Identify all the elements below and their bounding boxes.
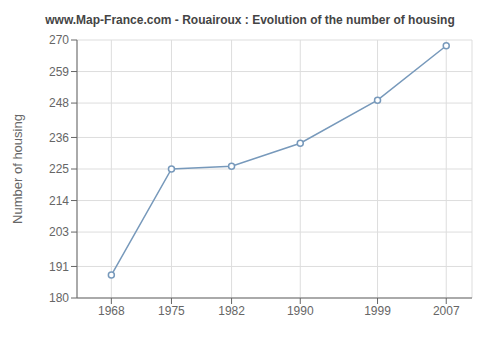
svg-text:1968: 1968 bbox=[98, 304, 125, 318]
svg-text:214: 214 bbox=[49, 194, 69, 208]
html-text:www.Map-France.com - Rouairoux: www.Map-France.com - Rouairoux : Evoluti… bbox=[45, 13, 455, 27]
svg-text:248: 248 bbox=[49, 96, 69, 110]
svg-text:2007: 2007 bbox=[433, 304, 460, 318]
svg-text:270: 270 bbox=[49, 33, 69, 47]
svg-text:Number of housing: Number of housing bbox=[10, 114, 25, 224]
svg-text:180: 180 bbox=[49, 291, 69, 305]
svg-text:203: 203 bbox=[49, 225, 69, 239]
svg-text:225: 225 bbox=[49, 162, 69, 176]
svg-text:236: 236 bbox=[49, 131, 69, 145]
svg-text:1990: 1990 bbox=[287, 304, 314, 318]
svg-text:1999: 1999 bbox=[364, 304, 391, 318]
svg-text:1975: 1975 bbox=[158, 304, 185, 318]
svg-text:1982: 1982 bbox=[218, 304, 245, 318]
svg-text:191: 191 bbox=[49, 260, 69, 274]
svg-text:259: 259 bbox=[49, 65, 69, 79]
